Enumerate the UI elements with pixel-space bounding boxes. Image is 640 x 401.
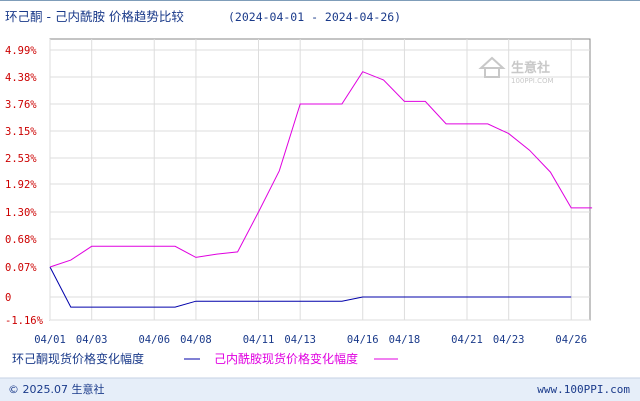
plot-area [49, 38, 591, 321]
watermark-logo: 生意社 100PPI.COM [478, 56, 554, 85]
chart-date-range: (2024-04-01 - 2024-04-26) [228, 10, 401, 24]
y-tick-label: 3.76% [5, 99, 37, 111]
footer-copyright: © 2025.07 生意社 [8, 382, 104, 396]
x-tick-label: 04/16 [347, 334, 379, 346]
series-line-caprolactam [49, 71, 593, 268]
series-line-cyclohexanone [49, 266, 572, 308]
y-tick-label: 4.99% [5, 45, 37, 57]
legend-label-caprolactam: 己内酰胺现货价格变化幅度 [214, 351, 358, 366]
y-tick-label: -1.16% [5, 315, 44, 327]
y-tick-label: 3.15% [5, 126, 37, 138]
y-tick-label: 4.38% [5, 72, 37, 84]
grid-lines [49, 39, 590, 321]
x-tick-label: 04/11 [243, 334, 275, 346]
x-tick-label: 04/01 [34, 334, 66, 346]
x-tick-label: 04/23 [493, 334, 525, 346]
y-tick-label: 0 [5, 292, 11, 304]
watermark-url: 100PPI.COM [511, 77, 554, 85]
x-tick-label: 04/03 [76, 334, 108, 346]
y-tick-label: 0.68% [5, 234, 37, 246]
series-group [49, 71, 593, 308]
x-tick-label: 04/06 [138, 334, 170, 346]
y-axis-ticks: 4.99% 4.38% 3.76% 3.15% 2.53% 1.92% 1.30% 0.68%… [5, 45, 44, 327]
y-tick-label: 1.92% [5, 179, 37, 191]
watermark-house-body [484, 67, 500, 78]
y-tick-label: 0.07% [5, 262, 37, 274]
x-tick-label: 04/26 [555, 334, 587, 346]
y-tick-label: 1.30% [5, 207, 37, 219]
x-tick-label: 04/13 [284, 334, 316, 346]
x-tick-label: 04/08 [180, 334, 212, 346]
x-axis-ticks: 04/01 04/03 04/06 04/08 04/11 04/13 04/16 04/18… [34, 334, 587, 346]
legend: 环己酮现货价格变化幅度 己内酰胺现货价格变化幅度 [12, 351, 398, 366]
legend-label-cyclohexanone: 环己酮现货价格变化幅度 [12, 351, 144, 366]
watermark-text: 生意社 [511, 60, 550, 76]
y-tick-label: 2.53% [5, 153, 37, 165]
chart-title: 环己酮 - 己内酰胺 价格趋势比较 [5, 9, 184, 24]
footer-bar [0, 378, 640, 401]
footer-site-link[interactable]: www.100PPI.com [537, 383, 630, 396]
x-tick-label: 04/18 [389, 334, 421, 346]
x-tick-label: 04/21 [451, 334, 483, 346]
